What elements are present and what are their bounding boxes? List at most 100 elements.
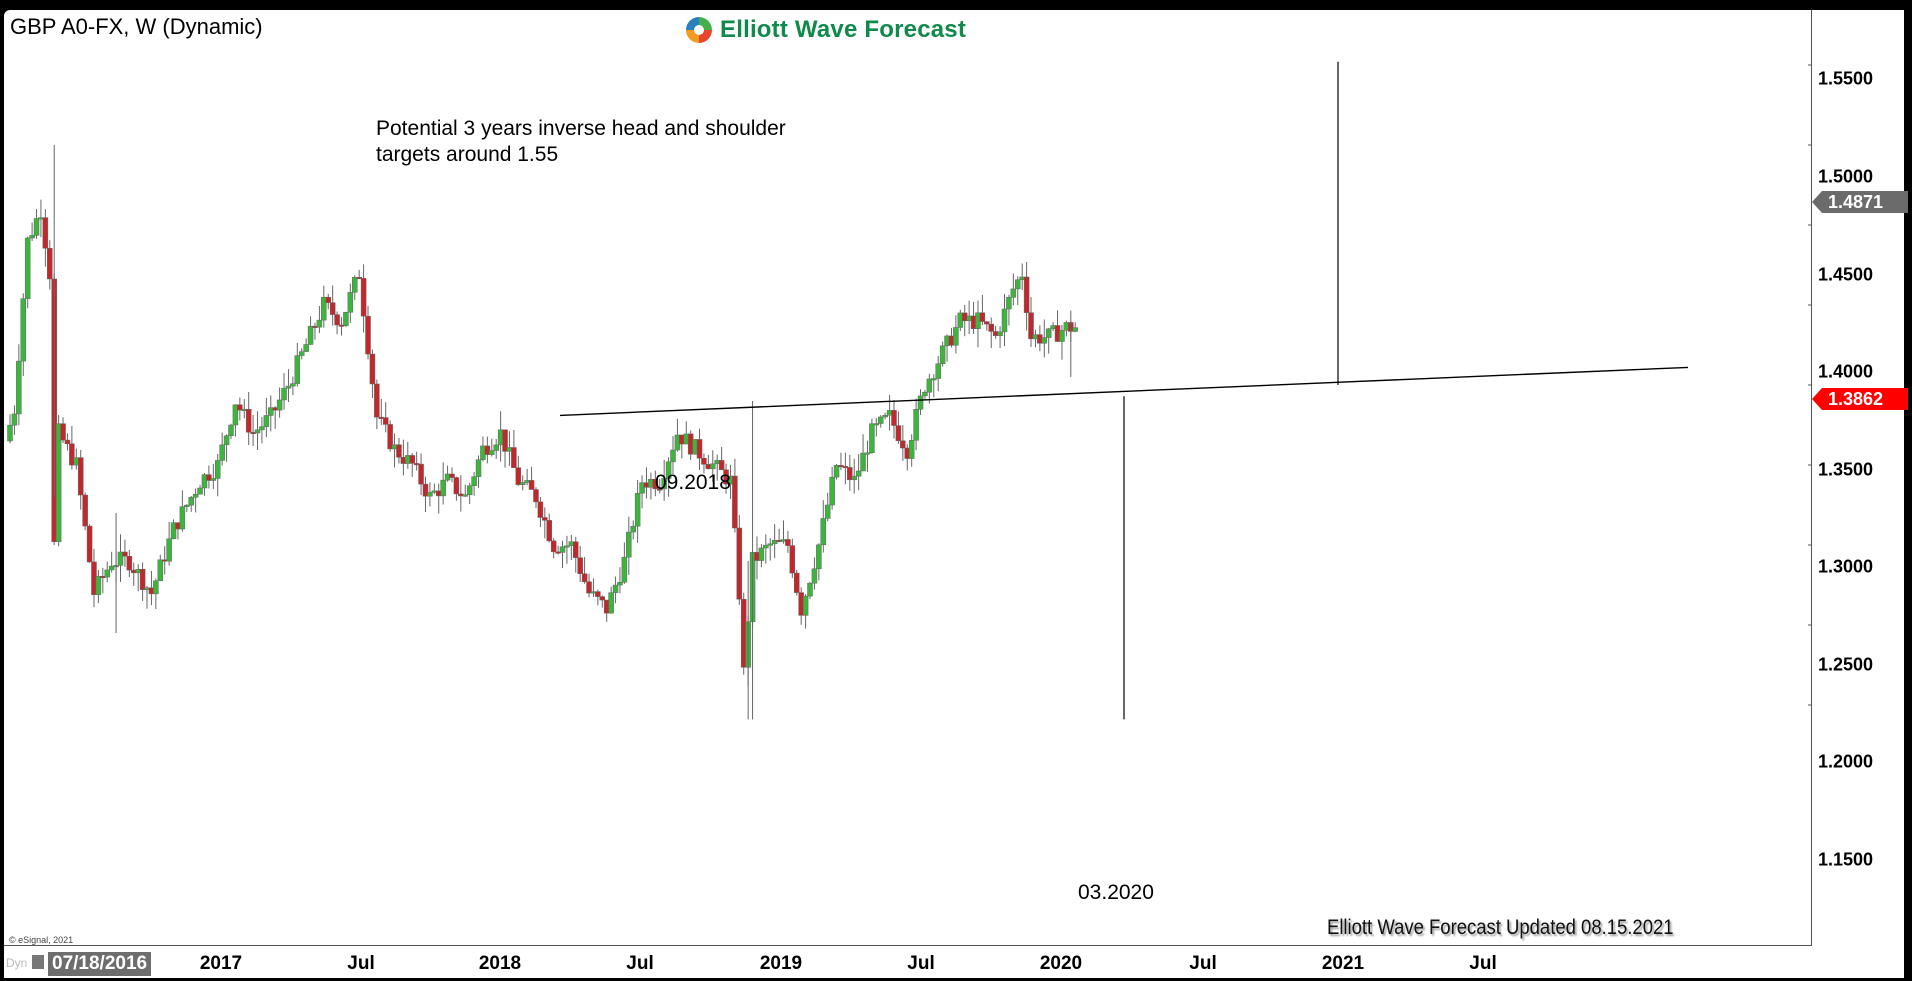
- candle: [718, 460, 725, 471]
- candle: [564, 545, 570, 548]
- candle: [334, 314, 340, 326]
- pattern-note-line2: targets around 1.55: [376, 143, 559, 166]
- y-tick-label: 1.3500: [1818, 459, 1874, 480]
- candle: [550, 540, 557, 553]
- y-tick-label: 1.4000: [1818, 361, 1874, 382]
- candle: [533, 489, 539, 503]
- candle: [639, 482, 645, 494]
- candle: [1041, 337, 1048, 344]
- logo-text: Elliott Wave Forecast: [720, 16, 967, 43]
- candle: [670, 449, 676, 463]
- candle: [608, 592, 614, 614]
- candle: [665, 461, 672, 479]
- candle: [449, 473, 455, 478]
- candle: [219, 444, 225, 461]
- candle: [139, 568, 146, 590]
- candle: [581, 573, 588, 583]
- candle: [369, 353, 376, 385]
- candle: [979, 312, 986, 322]
- candle: [325, 296, 331, 303]
- candle: [290, 383, 296, 387]
- candle: [877, 416, 884, 424]
- candle: [519, 482, 526, 485]
- candle: [736, 527, 743, 600]
- candle: [170, 522, 177, 539]
- head-label: 03.2020: [1078, 881, 1154, 904]
- candle: [917, 395, 924, 410]
- candle: [908, 440, 915, 459]
- candle: [789, 545, 796, 574]
- candle: [577, 557, 583, 574]
- candle: [1023, 276, 1030, 313]
- y-tick-label: 1.5500: [1818, 68, 1874, 89]
- candle: [276, 399, 283, 411]
- candle: [232, 404, 239, 426]
- candle: [833, 465, 840, 478]
- candle: [1028, 312, 1034, 340]
- candle: [851, 475, 857, 481]
- candle: [895, 425, 902, 442]
- candle: [820, 518, 827, 546]
- candle: [988, 323, 994, 332]
- candle: [382, 417, 389, 425]
- candle: [245, 408, 252, 433]
- y-tick-label: 1.3000: [1818, 556, 1874, 577]
- candle: [86, 525, 93, 563]
- y-tick-label: 1.2500: [1818, 654, 1874, 675]
- symbol-title: GBP A0-FX, W (Dynamic): [10, 14, 263, 39]
- candle: [489, 450, 495, 455]
- candle: [935, 363, 941, 379]
- candle: [453, 477, 460, 495]
- candle: [537, 501, 544, 518]
- candle: [621, 556, 628, 583]
- candle: [55, 423, 62, 542]
- x-tick-label: 2021: [1321, 953, 1365, 974]
- candle: [24, 237, 31, 299]
- candle: [873, 423, 880, 426]
- candle: [16, 360, 22, 415]
- candlestick-chart[interactable]: [4, 10, 1812, 946]
- candle: [343, 312, 349, 327]
- candle: [1072, 327, 1078, 332]
- neckline[interactable]: [559, 366, 1689, 417]
- candle: [418, 463, 424, 485]
- candle: [546, 520, 552, 542]
- candle: [900, 440, 906, 449]
- candle: [201, 474, 208, 489]
- candle: [157, 559, 164, 582]
- candle: [166, 538, 172, 562]
- candle: [484, 445, 491, 455]
- candle: [347, 292, 354, 313]
- plot-area[interactable]: [4, 10, 1812, 946]
- lock-icon[interactable]: [32, 955, 44, 969]
- candle: [855, 470, 862, 477]
- candle: [307, 325, 314, 345]
- candle: [1001, 308, 1008, 333]
- candle: [816, 544, 822, 570]
- candle: [316, 319, 323, 328]
- candle: [122, 551, 128, 557]
- dynamic-mode-label[interactable]: Dyn: [6, 956, 28, 970]
- candle: [515, 467, 522, 485]
- candle: [7, 424, 13, 442]
- candle: [811, 568, 818, 584]
- brand-logo: Elliott Wave Forecast: [684, 12, 966, 48]
- candle: [732, 475, 738, 529]
- y-tick-label: 1.1500: [1818, 849, 1874, 870]
- candle: [409, 455, 415, 464]
- pattern-note-line1: Potential 3 years inverse head and shoul…: [376, 117, 786, 140]
- candle: [528, 480, 535, 490]
- candle: [214, 460, 221, 479]
- y-tick-label: 1.5000: [1818, 166, 1874, 187]
- candle: [329, 302, 336, 315]
- candle: [20, 298, 27, 362]
- candle: [1006, 297, 1012, 310]
- candle: [701, 457, 707, 465]
- candle: [387, 424, 393, 450]
- candle: [763, 544, 769, 549]
- candle: [794, 572, 800, 593]
- candle: [47, 248, 53, 280]
- candle: [710, 463, 716, 470]
- candle: [891, 410, 897, 426]
- candle: [542, 517, 548, 521]
